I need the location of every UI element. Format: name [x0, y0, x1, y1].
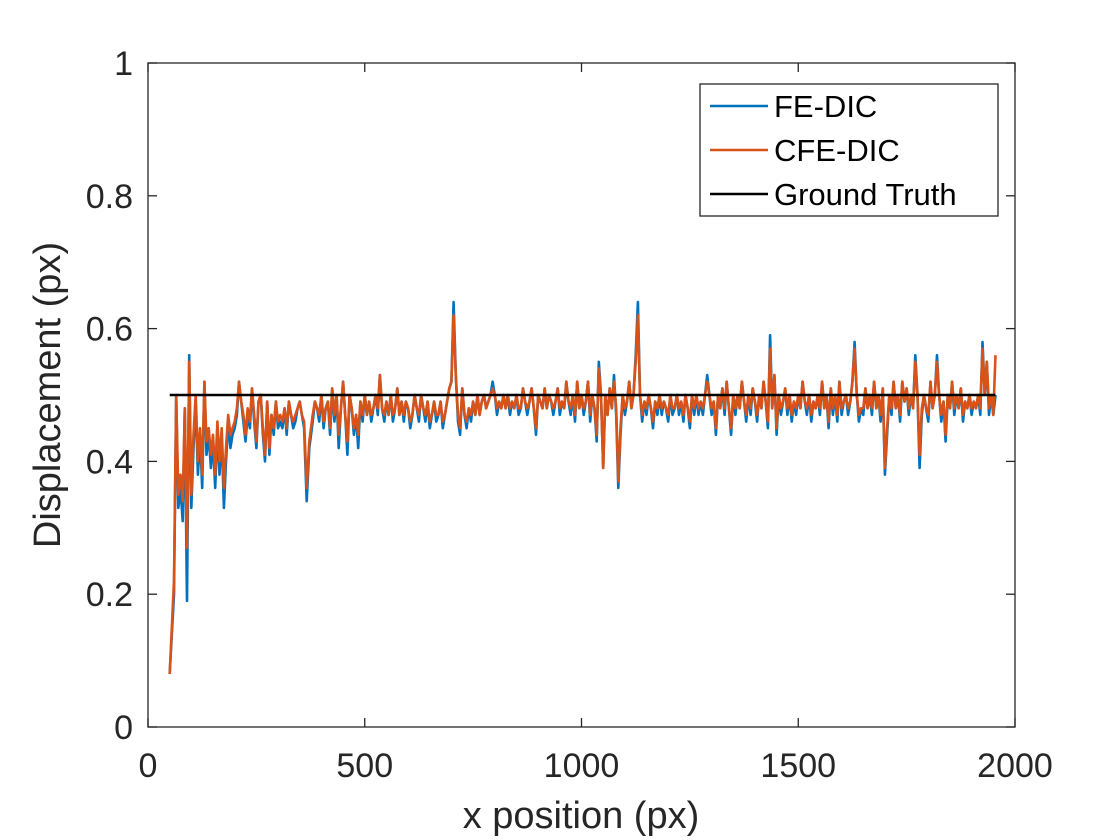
x-tick-label: 2000 [977, 747, 1053, 785]
y-tick-label: 0.2 [86, 576, 133, 614]
legend-label: FE-DIC [774, 89, 877, 124]
x-axis-title: x position (px) [463, 795, 700, 837]
legend: FE-DIC CFE-DIC Ground Truth [699, 83, 999, 217]
x-tick-label: 0 [139, 747, 158, 785]
series-layer [168, 300, 997, 674]
plot-frame [147, 62, 1016, 728]
legend-label: Ground Truth [774, 177, 957, 212]
axis-ticks: 0 500 1000 1500 2000 0 0.2 0.4 0.6 0.8 1 [86, 45, 1053, 785]
x-tick-label: 1000 [544, 747, 620, 785]
y-axis-title: Displacement (px) [27, 242, 69, 548]
y-tick-label: 0 [114, 709, 133, 747]
x-tick-label: 1500 [760, 747, 836, 785]
y-tick-label: 0.8 [86, 178, 133, 216]
y-tick-label: 0.6 [86, 311, 133, 349]
y-tick-label: 0.4 [86, 443, 133, 481]
y-tick-label: 1 [114, 45, 133, 83]
legend-label: CFE-DIC [774, 133, 900, 168]
series-line-cfe-dic [168, 314, 997, 674]
x-tick-label: 500 [336, 747, 393, 785]
